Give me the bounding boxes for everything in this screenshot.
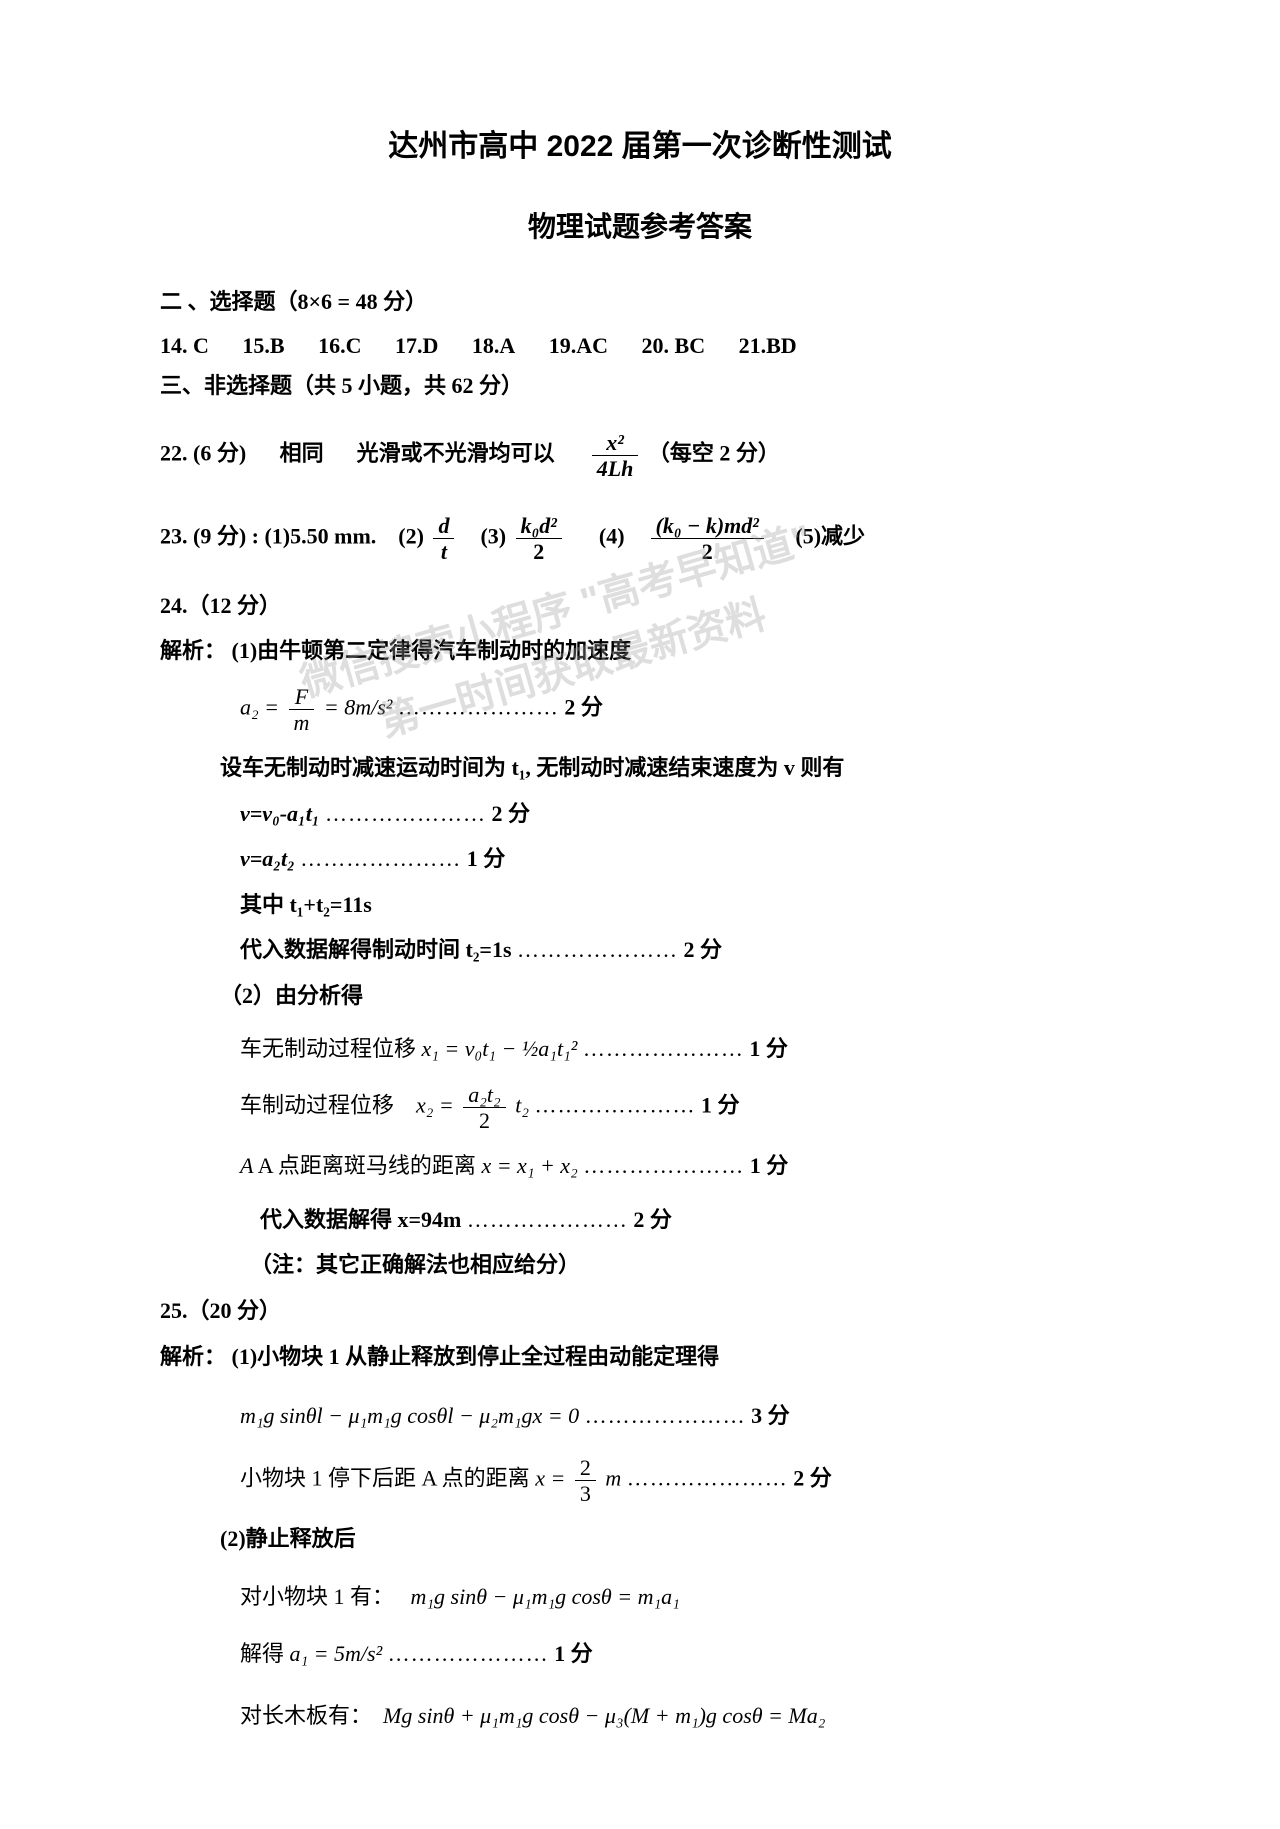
q23-p4-frac: (k₀ − k)md² 2: [651, 514, 764, 563]
q24-eq2: v=v₀-a₁t₁ ………………… 2 分: [160, 794, 1120, 834]
section-3-heading: 三、非选择题（共 5 小题，共 62 分）: [160, 366, 1120, 406]
answer-18: 18.A: [472, 333, 515, 358]
sub-title: 物理试题参考答案: [160, 202, 1120, 252]
q24-p1-intro: (1)由牛顿第二定律得汽车制动时的加速度: [232, 638, 632, 663]
q24-line3: 其中 t₁+t₂=11s: [160, 885, 1120, 925]
q23-p2-label: (2): [398, 524, 424, 549]
section-2-heading: 二 、选择题（8×6 = 48 分）: [160, 282, 1120, 322]
q23-label: 23. (9 分) :: [160, 524, 259, 549]
q24-line4: 代入数据解得制动时间 t₂=1s ………………… 2 分: [160, 930, 1120, 970]
solution-label: 解析：: [160, 1344, 226, 1369]
q23-p3-label: (3): [480, 524, 506, 549]
q24-eq3: v=a₂t₂ ………………… 1 分: [160, 839, 1120, 879]
answer-16: 16.C: [318, 333, 361, 358]
q24-header: 24.（12 分）: [160, 586, 1120, 626]
q25-eq3: 对小物块 1 有： m₁g sinθ − μ₁m₁g cosθ = m₁a₁: [240, 1577, 1120, 1617]
q22-line: 22. (6 分) 相同 光滑或不光滑均可以 x² 4Lh （每空 2 分）: [160, 431, 1120, 480]
q25-header: 25.（20 分）: [160, 1291, 1120, 1331]
answer-14: 14. C: [160, 333, 209, 358]
q23-p4-label: (4): [599, 524, 625, 549]
q24-note: （注：其它正确解法也相应给分）: [160, 1245, 1120, 1285]
q22-label: 22. (6 分): [160, 441, 246, 466]
q22-fraction: x² 4Lh: [592, 431, 639, 480]
q24-eq5: 车无制动过程位移 x₁ = v₀t₁ − ½a₁t₁² ………………… 1 分: [240, 1029, 1120, 1069]
q22-a1: 相同: [280, 441, 324, 466]
answer-17: 17.D: [395, 333, 438, 358]
q25-eq2: 小物块 1 停下后距 A 点的距离 x = 2 3 m ………………… 2 分: [240, 1456, 1120, 1505]
q25-eq5: 对长木板有： Mg sinθ + μ₁m₁g cosθ − μ₃(M + m₁)…: [240, 1696, 1120, 1736]
answer-21: 21.BD: [739, 333, 797, 358]
q23-p3-frac: k₀d² 2: [516, 514, 562, 563]
q25-eq4: 解得 a₁ = 5m/s² ………………… 1 分: [240, 1634, 1120, 1674]
multiple-choice-answers: 14. C 15.B 16.C 17.D 18.A 19.AC 20. BC 2…: [160, 326, 1120, 366]
answer-20: 20. BC: [642, 333, 706, 358]
q24-eq6: 车制动过程位移 x₂ = a₂t₂ 2 t₂ ………………… 1 分: [240, 1083, 1120, 1132]
q25-p1-intro: (1)小物块 1 从静止释放到停止全过程由动能定理得: [232, 1344, 720, 1369]
main-title: 达州市高中 2022 届第一次诊断性测试: [160, 120, 1120, 174]
document-page: 达州市高中 2022 届第一次诊断性测试 物理试题参考答案 二 、选择题（8×6…: [0, 0, 1280, 1829]
q23-p2-frac: d t: [433, 514, 454, 563]
q22-a2: 光滑或不光滑均可以: [357, 441, 555, 466]
q24-p2-intro: （2）由分析得: [160, 976, 1120, 1016]
q23-p1: (1)5.50 mm.: [264, 524, 376, 549]
q24-eq7: A A 点距离斑马线的距离 x = x₁ + x₂ ………………… 1 分: [240, 1146, 1120, 1186]
q25-p2-intro: (2)静止释放后: [160, 1519, 1120, 1559]
q25-sol-1: 解析： (1)小物块 1 从静止释放到停止全过程由动能定理得: [160, 1337, 1120, 1377]
q24-sol-1: 解析： (1)由牛顿第二定律得汽车制动时的加速度: [160, 631, 1120, 671]
q24-eq1: a₂ = F m = 8m/s² ………………… 2 分: [240, 685, 1120, 734]
q24-line8: 代入数据解得 x=94m ………………… 2 分: [160, 1200, 1120, 1240]
q23-line: 23. (9 分) : (1)5.50 mm. (2) d t (3) k₀d²…: [160, 514, 1120, 563]
answer-19: 19.AC: [549, 333, 608, 358]
solution-label: 解析：: [160, 638, 226, 663]
q22-note: （每空 2 分）: [648, 441, 780, 466]
q24-line2: 设车无制动时减速运动时间为 t₁, 无制动时减速结束速度为 v 则有: [160, 748, 1120, 788]
q25-eq1: m₁g sinθl − μ₁m₁g cosθl − μ₂m₁gx = 0 …………: [240, 1396, 1120, 1436]
answer-15: 15.B: [242, 333, 284, 358]
q23-p5: (5)减少: [795, 524, 865, 549]
